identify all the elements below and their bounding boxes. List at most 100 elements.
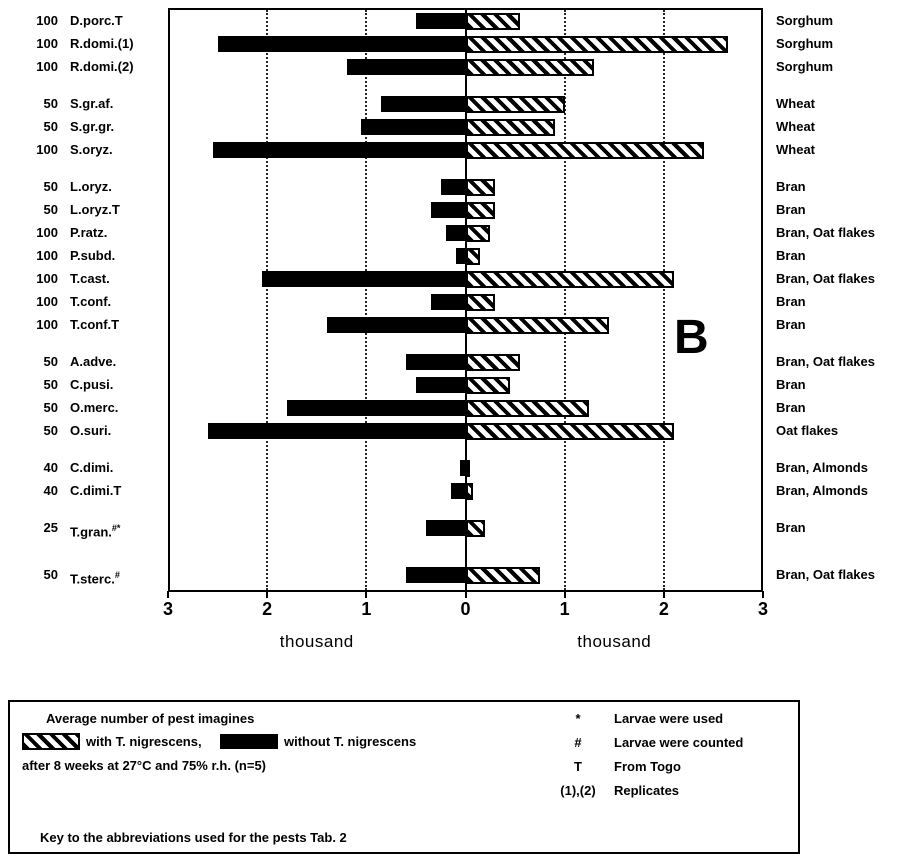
insect-count: 100 xyxy=(36,59,58,74)
bar-without-t-nigrescens xyxy=(430,202,466,218)
species-name: T.sterc. xyxy=(70,571,115,587)
bar-without-t-nigrescens xyxy=(217,36,466,52)
species-label: T.conf. xyxy=(70,294,111,310)
bar-without-t-nigrescens xyxy=(406,354,466,370)
insect-count: 100 xyxy=(36,13,58,28)
bar-with-t-nigrescens xyxy=(465,35,729,53)
bar-without-t-nigrescens xyxy=(287,400,466,416)
axis-tick-label: 3 xyxy=(162,599,174,619)
species-name: S.oryz. xyxy=(70,142,113,157)
insect-count: 50 xyxy=(43,354,58,369)
legend-footer: Key to the abbreviations used for the pe… xyxy=(40,830,347,845)
substrate-label: Bran xyxy=(776,202,806,217)
insect-count: 100 xyxy=(36,248,58,263)
species-superscript: #* xyxy=(111,523,121,533)
insect-count: 50 xyxy=(43,423,58,438)
substrate-label: Bran, Almonds xyxy=(776,483,868,498)
species-name: A.adve. xyxy=(70,354,117,369)
bar-with-t-nigrescens xyxy=(465,58,595,76)
substrate-label: Bran xyxy=(776,179,806,194)
bar-without-t-nigrescens xyxy=(346,59,466,75)
symbol-asterisk: * xyxy=(575,711,581,726)
insect-count: 100 xyxy=(36,317,58,332)
species-label: R.domi.(1) xyxy=(70,36,134,52)
legend-conditions: after 8 weeks at 27°C and 75% r.h. (n=5) xyxy=(22,758,266,773)
bar-without-t-nigrescens xyxy=(406,567,466,583)
bar-with-t-nigrescens xyxy=(465,376,511,394)
substrate-label: Wheat xyxy=(776,96,815,111)
symbol-hash-meaning: Larvae were counted xyxy=(614,735,744,750)
panel-label: B xyxy=(674,311,709,364)
insect-count: 50 xyxy=(43,96,58,111)
axis-tick-label: 2 xyxy=(262,599,273,619)
bar-with-t-nigrescens xyxy=(465,566,540,584)
hatch-swatch xyxy=(22,733,80,750)
bar-with-t-nigrescens xyxy=(465,95,565,113)
species-label: T.gran.#* xyxy=(70,520,120,540)
insect-count: 50 xyxy=(43,179,58,194)
axis-tick xyxy=(266,591,269,598)
insect-count: 40 xyxy=(43,483,58,498)
legend-title: Average number of pest imagines xyxy=(46,711,255,726)
insect-count: 25 xyxy=(43,520,58,535)
species-name: C.pusi. xyxy=(70,377,114,392)
symbol-t-meaning: From Togo xyxy=(614,759,681,774)
bar-without-t-nigrescens xyxy=(459,460,466,476)
substrate-label: Sorghum xyxy=(776,59,834,74)
axis-tick-label: 1 xyxy=(559,599,570,619)
substrate-label: Bran, Oat flakes xyxy=(776,567,875,582)
bar-with-t-nigrescens xyxy=(465,459,471,477)
solid-swatch xyxy=(220,734,278,749)
axis-tick xyxy=(464,591,467,598)
gridline-2 xyxy=(662,10,665,590)
bar-with-t-nigrescens xyxy=(465,224,491,242)
bar-without-t-nigrescens xyxy=(212,142,466,158)
substrate-label: Bran, Oat flakes xyxy=(776,271,875,286)
species-label: P.ratz. xyxy=(70,225,107,241)
insect-count: 40 xyxy=(43,460,58,475)
bar-without-t-nigrescens xyxy=(425,520,466,536)
insect-count: 100 xyxy=(36,271,58,286)
species-label: O.merc. xyxy=(70,400,118,416)
species-name: S.gr.gr. xyxy=(70,119,115,134)
symbol-replicates-meaning: Replicates xyxy=(614,783,680,798)
bar-without-t-nigrescens xyxy=(450,483,466,499)
bar-with-t-nigrescens xyxy=(465,482,474,500)
bar-without-t-nigrescens xyxy=(381,96,466,112)
substrate-label: Bran xyxy=(776,294,806,309)
species-name: R.domi.(1) xyxy=(70,36,134,51)
substrate-label: Bran, Oat flakes xyxy=(776,225,875,240)
species-name: D.porc.T xyxy=(70,13,123,28)
species-name: T.conf. xyxy=(70,294,112,309)
axis-tick xyxy=(365,591,368,598)
axis-tick-label: 0 xyxy=(460,599,471,619)
insect-count: 100 xyxy=(36,142,58,157)
bar-without-t-nigrescens xyxy=(430,294,466,310)
insect-count: 50 xyxy=(43,567,58,582)
species-label: C.dimi. xyxy=(70,460,113,476)
axis-tick-label: 2 xyxy=(658,599,669,619)
bar-without-t-nigrescens xyxy=(445,225,466,241)
bar-with-t-nigrescens xyxy=(465,399,590,417)
species-name: R.domi.(2) xyxy=(70,59,134,74)
bar-without-t-nigrescens xyxy=(361,119,466,135)
bar-with-t-nigrescens xyxy=(465,519,486,537)
species-name: L.oryz. xyxy=(70,179,112,194)
species-label: L.oryz.T xyxy=(70,202,120,218)
gridline--1 xyxy=(365,10,368,590)
species-label: D.porc.T xyxy=(70,13,123,29)
bar-with-t-nigrescens xyxy=(465,247,481,265)
substrate-label: Bran, Oat flakes xyxy=(776,354,875,369)
bar-without-t-nigrescens xyxy=(207,423,466,439)
x-axis-label-left: thousand xyxy=(279,632,354,651)
bar-with-t-nigrescens xyxy=(465,141,704,159)
gridline--2 xyxy=(266,10,269,590)
species-label: S.gr.af. xyxy=(70,96,113,112)
axis-tick-label: 1 xyxy=(361,599,372,619)
legend-with-label: with T. nigrescens, xyxy=(86,734,202,749)
insect-count: 50 xyxy=(43,400,58,415)
species-label: S.gr.gr. xyxy=(70,119,114,135)
species-label: O.suri. xyxy=(70,423,111,439)
bar-without-t-nigrescens xyxy=(440,179,466,195)
